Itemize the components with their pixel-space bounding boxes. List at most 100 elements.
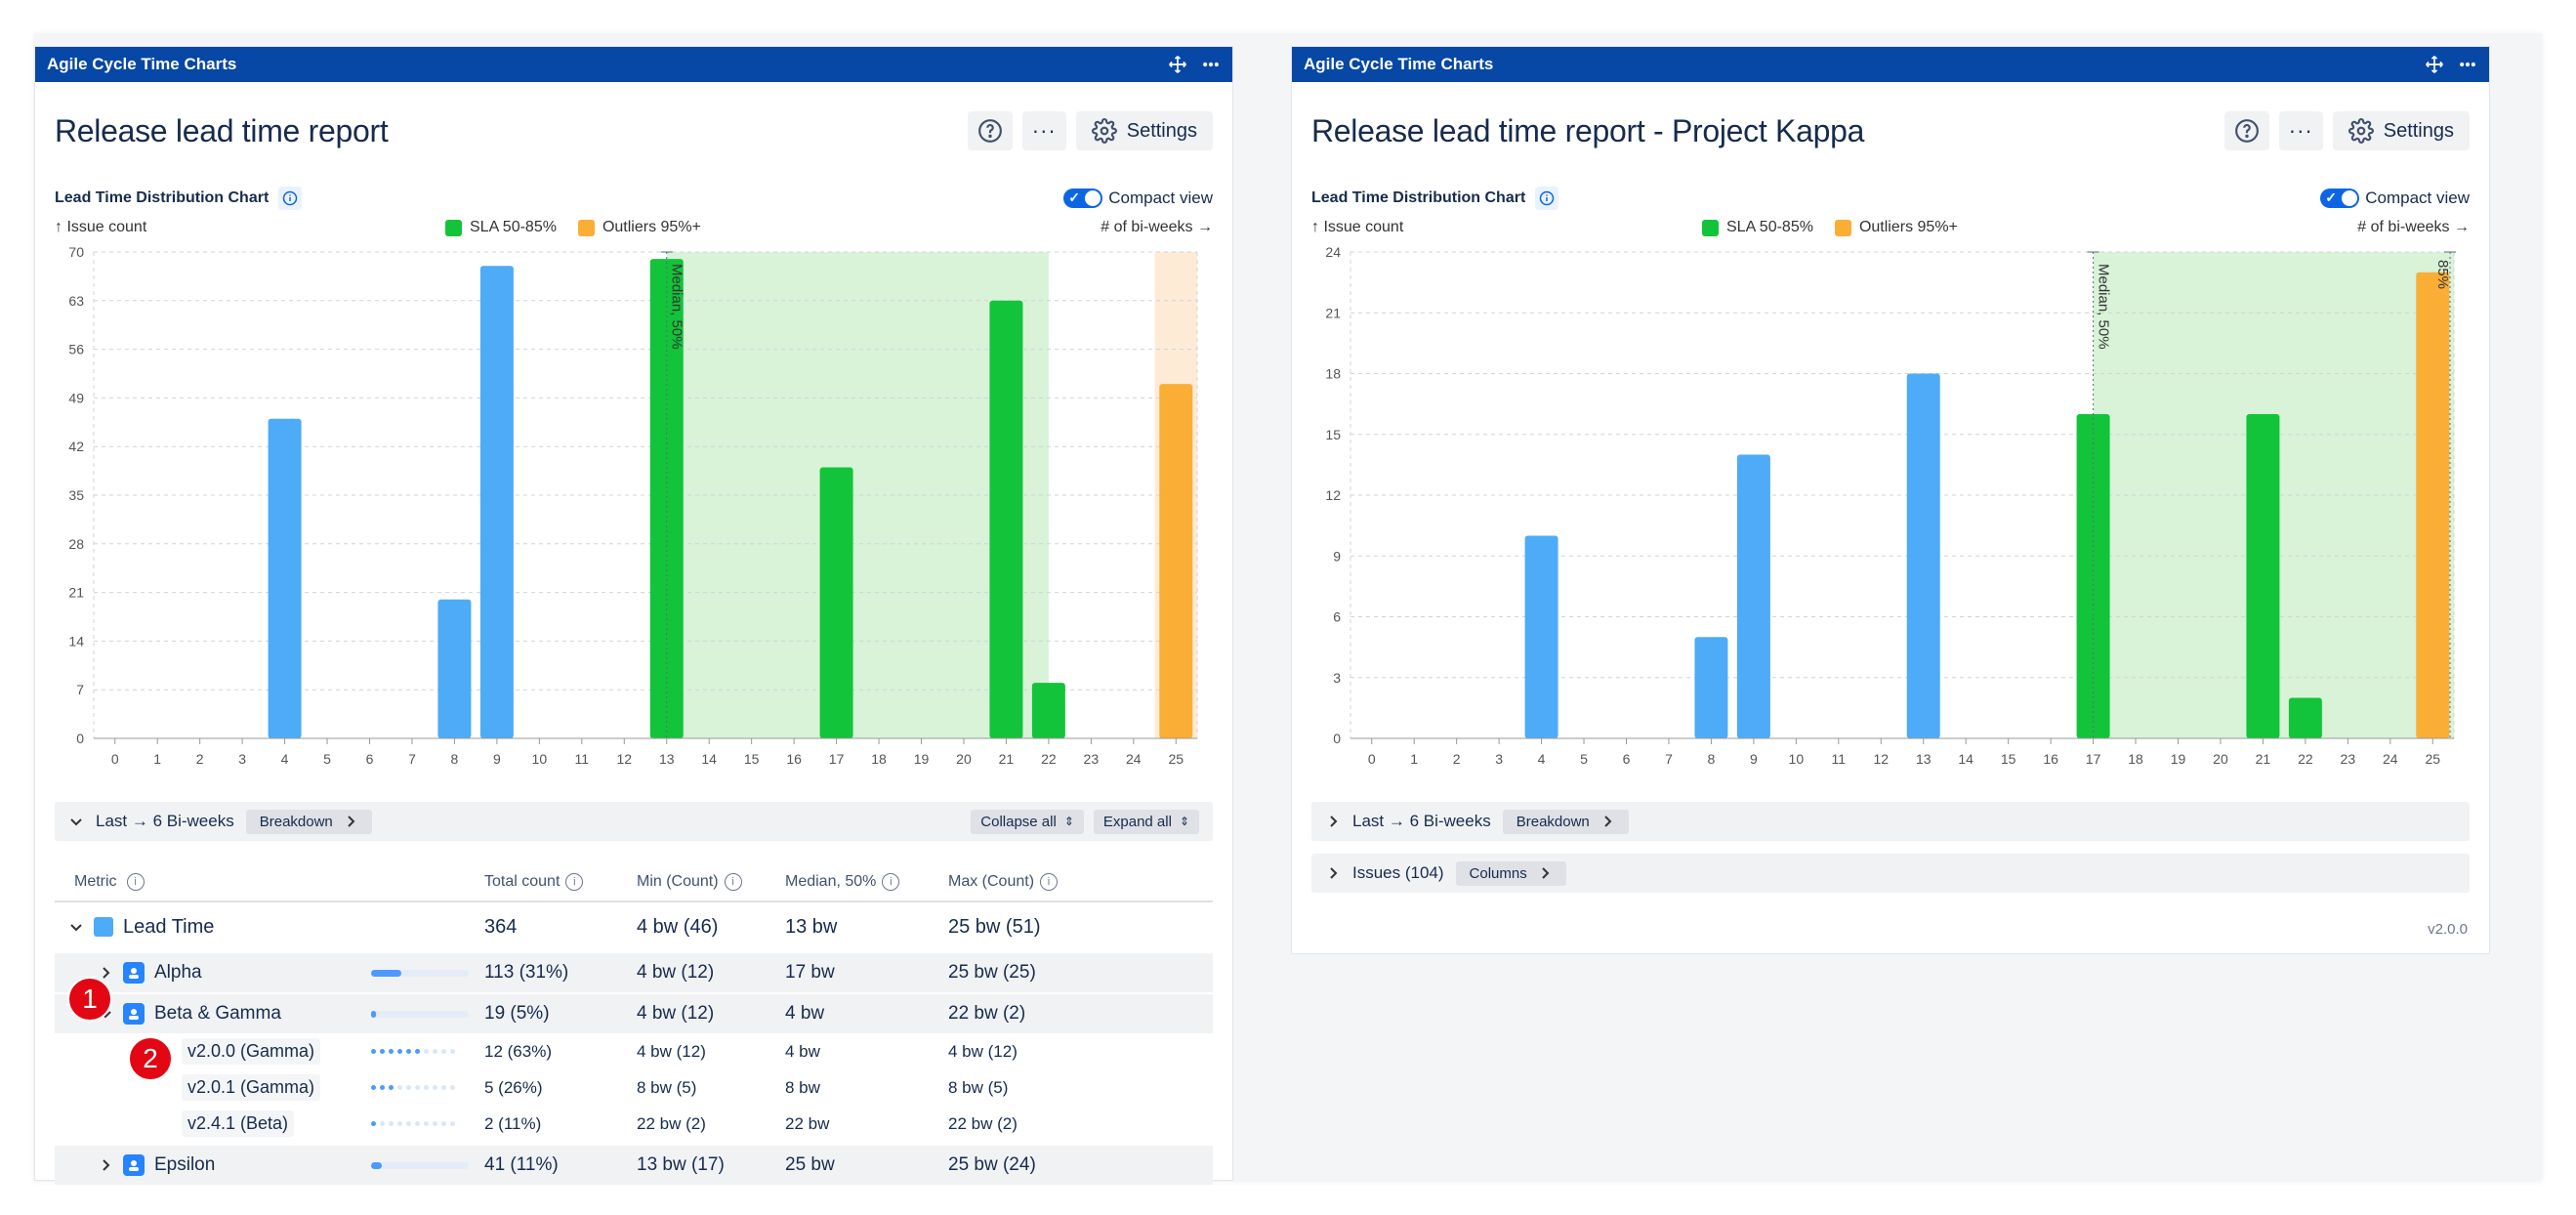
x-axis-label: # of bi-weeks → — [1101, 219, 1213, 235]
x-tick-label: 8 — [1708, 751, 1716, 767]
row-max: 4 bw (12) — [948, 1041, 1018, 1061]
gadget-header-title: Agile Cycle Time Charts — [1304, 55, 1494, 73]
info-icon — [283, 190, 298, 206]
table-row[interactable]: Alpha 113 (31%) 4 bw (12) 17 bw 25 bw (2… — [55, 953, 1213, 992]
issues-label[interactable]: Issues (104) — [1352, 863, 1444, 882]
chart-info-button[interactable] — [278, 187, 303, 210]
range-label[interactable]: Last → 6 Bi-weeks — [1352, 812, 1491, 830]
share-dot — [406, 1121, 411, 1126]
breakdown-button[interactable]: Breakdown — [1502, 809, 1629, 834]
row-max: 25 bw (51) — [948, 915, 1041, 938]
compact-view-toggle[interactable]: ✓ Compact view — [1063, 189, 1213, 208]
x-tick-label: 24 — [2383, 751, 2398, 767]
info-icon[interactable]: i — [724, 873, 742, 891]
help-icon — [977, 119, 1002, 143]
x-tick-label: 16 — [786, 751, 802, 767]
info-icon[interactable]: i — [126, 873, 145, 891]
legend-outliers[interactable]: Outliers 95%+ — [1834, 219, 1958, 236]
chart-info-button[interactable] — [1535, 187, 1559, 210]
toggle-switch[interactable]: ✓ — [2320, 189, 2360, 208]
x-tick-label: 21 — [2256, 751, 2271, 767]
table-row[interactable]: Beta & Gamma 19 (5%) 4 bw (12) 4 bw 22 b… — [55, 994, 1213, 1033]
chart-title: Lead Time Distribution Chart — [55, 189, 270, 206]
share-dot — [441, 1085, 446, 1090]
table-row[interactable]: v2.0.1 (Gamma) 5 (26%) 8 bw (5) 8 bw 8 b… — [55, 1069, 1213, 1106]
share-dot — [450, 1085, 455, 1090]
x-tick-label: 3 — [238, 751, 246, 767]
row-total: 113 (31%) — [484, 962, 569, 983]
more-button[interactable]: ··· — [2278, 111, 2323, 150]
row-min: 13 bw (17) — [637, 1154, 725, 1175]
share-bar — [371, 1010, 469, 1018]
share-dot — [450, 1049, 455, 1054]
share-dot — [433, 1049, 437, 1054]
legend-sla-label: SLA 50-85% — [470, 219, 557, 235]
table-row[interactable]: Epsilon 41 (11%) 13 bw (17) 25 bw 25 bw … — [55, 1146, 1213, 1185]
chevron-right-icon[interactable] — [98, 1157, 113, 1173]
chevron-right-icon — [1542, 867, 1550, 879]
share-dot — [415, 1121, 420, 1126]
row-total: 2 (11%) — [484, 1113, 542, 1133]
share-dot — [415, 1085, 420, 1090]
columns-button[interactable]: Columns — [1455, 860, 1566, 886]
row-median: 13 bw — [785, 915, 838, 938]
move-icon[interactable] — [1168, 55, 1187, 74]
toggle-switch[interactable]: ✓ — [1063, 189, 1103, 208]
y-tick-label: 63 — [68, 293, 84, 309]
info-icon[interactable]: i — [882, 873, 900, 891]
help-button[interactable] — [2223, 111, 2269, 150]
chart-title: Lead Time Distribution Chart — [1311, 189, 1526, 206]
row-total: 12 (63%) — [484, 1041, 552, 1061]
table-row[interactable]: Lead Time 364 4 bw (46) 13 bw 25 bw (51) — [55, 902, 1213, 951]
y-tick-label: 56 — [68, 342, 84, 357]
collapse-all-button[interactable]: Collapse all ⇕ — [971, 809, 1084, 834]
updown-icon: ⇕ — [1179, 815, 1189, 828]
compact-view-toggle[interactable]: ✓ Compact view — [2320, 189, 2470, 208]
more-icon[interactable] — [2458, 55, 2477, 74]
bar-9 — [479, 266, 514, 738]
bar-13 — [649, 259, 684, 738]
row-max: 25 bw (24) — [948, 1154, 1036, 1175]
share-bar — [371, 969, 469, 977]
median-label: Median, 50% — [2096, 264, 2112, 350]
header-total: Total count — [484, 873, 561, 890]
move-icon[interactable] — [2425, 55, 2444, 74]
range-label[interactable]: Last → 6 Bi-weeks — [96, 812, 234, 830]
legend-sla[interactable]: SLA 50-85% — [445, 219, 557, 236]
version-name: v2.0.1 (Gamma) — [182, 1074, 321, 1101]
more-icon[interactable] — [1201, 55, 1221, 74]
x-tick-label: 1 — [153, 751, 161, 767]
legend-outliers[interactable]: Outliers 95%+ — [577, 219, 701, 236]
share-dot — [380, 1085, 385, 1090]
x-tick-label: 6 — [1623, 751, 1631, 767]
y-axis-label: ↑ Issue count — [55, 219, 147, 235]
share-dot — [380, 1049, 385, 1054]
settings-button[interactable]: Settings — [1075, 111, 1213, 150]
row-median: 4 bw — [785, 1041, 820, 1061]
table-row[interactable]: v2.0.0 (Gamma) 12 (63%) 4 bw (12) 4 bw 4… — [55, 1033, 1213, 1069]
legend-sla[interactable]: SLA 50-85% — [1702, 219, 1813, 236]
more-button[interactable]: ··· — [1021, 111, 1066, 150]
table-row[interactable]: v2.4.1 (Beta) 2 (11%) 22 bw (2) 22 bw 22… — [55, 1106, 1213, 1142]
help-button[interactable] — [967, 111, 1013, 150]
header-metric: Metric — [74, 873, 117, 890]
chevron-down-icon[interactable] — [68, 919, 84, 935]
chevron-right-icon[interactable] — [1325, 865, 1341, 881]
settings-button[interactable]: Settings — [2332, 111, 2470, 150]
info-icon[interactable]: i — [1040, 873, 1059, 891]
chevron-right-icon[interactable] — [98, 965, 113, 981]
breakdown-button[interactable]: Breakdown — [245, 809, 372, 834]
share-dot — [441, 1049, 446, 1054]
info-icon[interactable]: i — [565, 873, 584, 891]
x-tick-label: 18 — [871, 751, 887, 767]
y-tick-label: 3 — [1333, 670, 1341, 686]
share-dot — [371, 1121, 376, 1126]
expand-all-button[interactable]: Expand all ⇕ — [1093, 809, 1199, 834]
x-tick-label: 6 — [366, 751, 374, 767]
chevron-right-icon[interactable] — [1325, 814, 1341, 829]
x-tick-label: 17 — [829, 751, 845, 767]
share-dot — [380, 1121, 385, 1126]
chevron-down-icon[interactable] — [68, 814, 84, 829]
row-total: 19 (5%) — [484, 1003, 550, 1024]
row-name: Beta & Gamma — [154, 1003, 281, 1024]
